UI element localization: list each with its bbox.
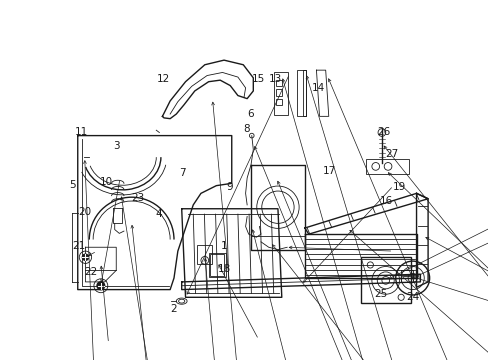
Text: 21: 21 — [73, 240, 86, 251]
Text: 2: 2 — [170, 304, 176, 314]
Text: 11: 11 — [75, 127, 88, 137]
Bar — [208, 253, 225, 277]
Bar — [297, 70, 306, 116]
Text: 6: 6 — [247, 109, 253, 119]
Text: 17: 17 — [323, 166, 336, 176]
Circle shape — [82, 254, 88, 260]
Text: 12: 12 — [156, 74, 169, 84]
Text: 18: 18 — [217, 264, 230, 274]
Text: 16: 16 — [379, 196, 392, 206]
Text: 14: 14 — [311, 82, 325, 93]
Text: 24: 24 — [405, 292, 418, 302]
Bar — [276, 99, 281, 105]
Circle shape — [97, 282, 104, 289]
Text: 3: 3 — [113, 141, 120, 151]
Text: 15: 15 — [251, 74, 264, 84]
Text: 27: 27 — [385, 149, 398, 159]
Text: 20: 20 — [78, 207, 91, 217]
Text: 26: 26 — [377, 127, 390, 137]
Bar — [276, 89, 281, 95]
Text: 1: 1 — [221, 240, 227, 251]
Text: 25: 25 — [373, 289, 386, 299]
Bar — [366, 159, 408, 174]
Text: 10: 10 — [100, 177, 113, 187]
Text: 8: 8 — [243, 124, 250, 134]
Text: 5: 5 — [69, 180, 76, 190]
Text: 13: 13 — [268, 74, 281, 84]
Text: 4: 4 — [155, 209, 162, 219]
Text: 23: 23 — [131, 193, 144, 203]
Text: 7: 7 — [179, 168, 186, 179]
Bar — [210, 254, 224, 276]
Bar — [360, 257, 410, 303]
Text: 22: 22 — [84, 267, 97, 277]
Text: 9: 9 — [226, 183, 233, 192]
Bar — [274, 72, 287, 115]
Bar — [197, 245, 212, 264]
Bar — [302, 70, 306, 116]
Text: 19: 19 — [392, 183, 405, 192]
Bar — [276, 80, 281, 86]
